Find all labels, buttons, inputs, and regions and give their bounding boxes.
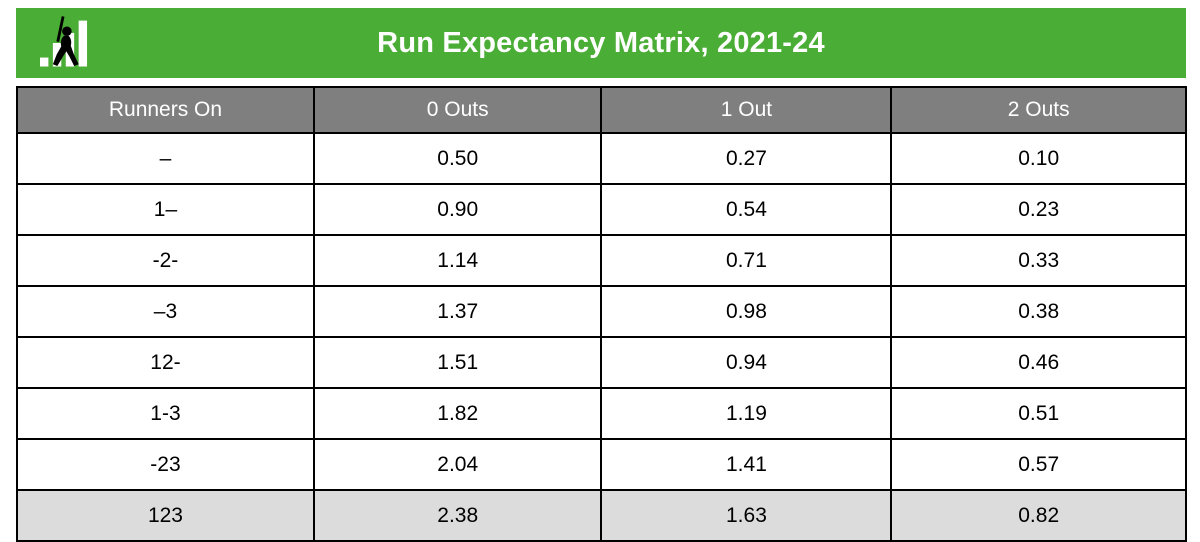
cell-value: 0.54	[600, 183, 893, 236]
run-expectancy-table-wrap: Runners On 0 Outs 1 Out 2 Outs –0.50 0.27…	[16, 86, 1187, 542]
table-row: 1-3 1.82 1.19 0.51	[16, 387, 1187, 440]
cell-value: 1.63	[600, 489, 893, 542]
table-row: -23 2.04 1.41 0.57	[16, 438, 1187, 491]
cell-value: 1.37	[312, 285, 603, 338]
cell-value: 1.51	[312, 336, 603, 389]
table-header-row: Runners On 0 Outs 1 Out 2 Outs	[16, 86, 1187, 134]
cell-value: 0.27	[600, 132, 893, 185]
cell-value: 0.46	[890, 336, 1187, 389]
cell-value: 0.98	[600, 285, 893, 338]
table-body: –0.50 0.27 0.10 1– 0.90 0.54 0.23 -2- 1.14 0.71 0.…	[16, 132, 1187, 542]
cell-value: 2.04	[312, 438, 603, 491]
cell-value: 0.23	[890, 183, 1187, 236]
row-label: 123	[16, 489, 315, 542]
cell-value: 0.71	[600, 234, 893, 287]
table-row: 123 2.38 1.63 0.82	[16, 489, 1187, 542]
table-row: 1– 0.90 0.54 0.23	[16, 183, 1187, 236]
cell-value: 0.82	[890, 489, 1187, 542]
cell-value: 0.94	[600, 336, 893, 389]
column-header-2-outs: 2 Outs	[890, 86, 1187, 134]
run-expectancy-table: Runners On 0 Outs 1 Out 2 Outs –0.50 0.27…	[16, 86, 1187, 542]
column-header-1-out: 1 Out	[600, 86, 893, 134]
row-label: 12-	[16, 336, 315, 389]
cell-value: 1.82	[312, 387, 603, 440]
title-banner: Run Expectancy Matrix, 2021-24	[16, 8, 1186, 78]
cell-value: 1.14	[312, 234, 603, 287]
batter-bar-chart-logo-icon	[40, 16, 88, 67]
cell-value: 0.57	[890, 438, 1187, 491]
column-header-0-outs: 0 Outs	[312, 86, 603, 134]
cell-value: 2.38	[312, 489, 603, 542]
row-label: 1–	[16, 183, 315, 236]
cell-value: 0.38	[890, 285, 1187, 338]
row-label: –	[16, 132, 315, 185]
row-label: –3	[16, 285, 315, 338]
cell-value: 1.19	[600, 387, 893, 440]
cell-value: 0.90	[312, 183, 603, 236]
table-row: 12- 1.51 0.94 0.46	[16, 336, 1187, 389]
cell-value: 0.10	[890, 132, 1187, 185]
cell-value: 0.33	[890, 234, 1187, 287]
row-label: -2-	[16, 234, 315, 287]
cell-value: 1.41	[600, 438, 893, 491]
table-row: –3 1.37 0.98 0.38	[16, 285, 1187, 338]
cell-value: 0.50	[312, 132, 603, 185]
page-title: Run Expectancy Matrix, 2021-24	[377, 26, 825, 59]
column-header-runners-on: Runners On	[16, 86, 315, 134]
row-label: 1-3	[16, 387, 315, 440]
cell-value: 0.51	[890, 387, 1187, 440]
row-label: -23	[16, 438, 315, 491]
table-row: –0.50 0.27 0.10	[16, 132, 1187, 185]
table-row: -2- 1.14 0.71 0.33	[16, 234, 1187, 287]
